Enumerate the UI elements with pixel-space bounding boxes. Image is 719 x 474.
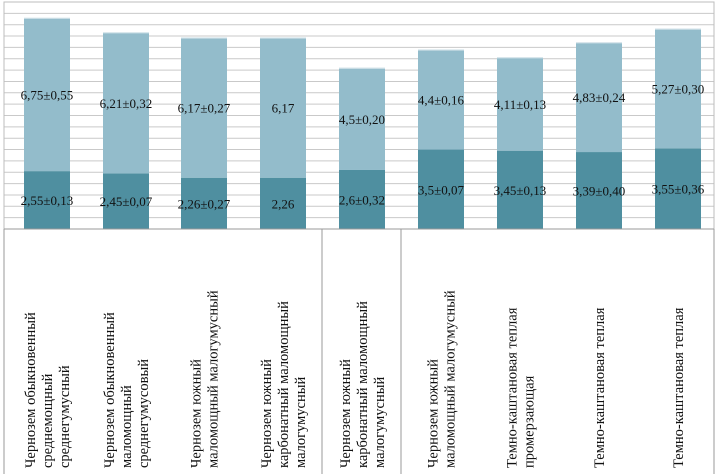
data-label-lower: 3,55±0,36 [652,182,705,197]
data-label-lower: 3,39±0,40 [573,184,626,199]
category-dividers [3,228,715,474]
category-label: Темно-каштановая теплая [505,307,521,468]
bar-lower [181,177,227,229]
bar-upper [418,49,464,150]
data-label-upper: 4,5±0,20 [339,112,385,127]
category-labels: Чернозем обыкновенный среднемощный среднег… [23,290,687,468]
category-label: Чернозем обыкновенный [102,312,118,468]
bar-lower [24,171,70,229]
data-label-upper: 6,17 [272,101,295,116]
bar-lower [339,169,385,229]
data-label-lower: 2,55±0,13 [21,193,74,208]
bar-lower [655,148,701,229]
category-label: Чернозем южный [426,359,442,468]
category-label: Чернозем обыкновенный [23,312,39,468]
category-label: среднегумусовый [136,359,152,468]
category-label: малогумусный [372,377,388,468]
bar-upper [497,57,543,151]
data-label-lower: 2,45±0,07 [100,194,153,209]
bar-lower [576,152,622,229]
category-label: Чернозем южный [189,359,205,468]
bar-upper [339,67,385,170]
data-label-upper: 6,17±0,27 [178,101,231,116]
data-label-lower: 2,26 [272,196,295,211]
data-label-lower: 3,5±0,07 [418,182,465,197]
data-label-lower: 3,45±0,13 [494,183,547,198]
bar-lower [418,149,464,229]
bar-upper [260,37,306,178]
bar-upper [576,42,622,153]
data-label-upper: 6,21±0,32 [100,96,153,111]
category-label: Чернозем южный [338,359,354,468]
data-label-lower: 2,6±0,32 [339,192,385,207]
data-label-upper: 6,75±0,55 [21,88,74,103]
category-label: маломощный [119,385,135,468]
bar-upper [24,17,70,172]
category-label: Чернозем южный [259,359,275,468]
bar-upper [181,37,227,178]
bar-upper [655,28,701,149]
category-label: промерзающая [522,375,538,468]
data-label-upper: 4,4±0,16 [418,93,465,108]
data-label-lower: 2,26±0,27 [178,196,231,211]
bar-lower [103,173,149,229]
category-label: среднемощный [40,373,56,468]
category-label: маломощный малогумусный [206,290,222,468]
data-labels: 2,55±0,13 6,75±0,55 2,45±0,07 6,21±0,32 2,26… [21,82,705,212]
category-label: малогумусный [293,377,309,468]
category-label: карбонатный маломощный [355,301,371,468]
category-label: карбонатный маломощный [276,301,292,468]
category-label: среднегумусный [57,365,73,468]
data-label-upper: 5,27±0,30 [652,82,705,97]
category-label: Темно-каштановая теплая [671,307,687,468]
bars [24,17,701,229]
category-label: маломощный малогумусный [443,290,459,468]
bar-lower [497,150,543,229]
data-label-upper: 4,83±0,24 [573,90,626,105]
category-label: Темно-каштановая теплая [592,307,608,468]
bar-lower [260,177,306,229]
bar-upper [103,32,149,174]
data-label-upper: 4,11±0,13 [494,97,546,112]
